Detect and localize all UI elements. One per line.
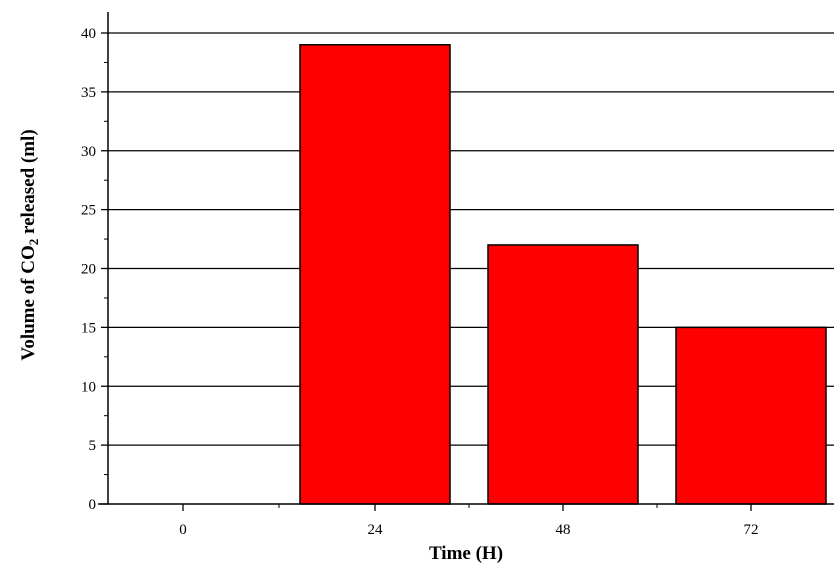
x-tick-label-0: 0 xyxy=(179,522,187,538)
y-tick-label-35: 35 xyxy=(81,85,96,101)
y-ticks: 0 5 10 15 20 25 30 35 40 xyxy=(81,26,108,513)
y-tick-label-20: 20 xyxy=(81,262,96,278)
y-tick-label-40: 40 xyxy=(81,26,96,42)
y-tick-label-0: 0 xyxy=(89,497,97,513)
y-tick-label-15: 15 xyxy=(81,320,96,336)
x-tick-label-72: 72 xyxy=(744,522,759,538)
y-axis-title: Volume of CO2 released (ml) xyxy=(18,129,41,360)
y-tick-label-10: 10 xyxy=(81,379,96,395)
bars xyxy=(299,44,827,505)
x-axis-title: Time (H) xyxy=(429,543,503,564)
bar-24 xyxy=(299,44,451,505)
grid-lines xyxy=(108,32,834,446)
x-tick-label-48: 48 xyxy=(556,522,571,538)
y-axis-title-suffix: released (ml) xyxy=(18,129,39,238)
y-axis-title-prefix: Volume of CO xyxy=(18,245,39,360)
y-axis-title-subscript: 2 xyxy=(26,239,41,246)
y-tick-label-30: 30 xyxy=(81,144,96,160)
bar-48 xyxy=(487,244,639,505)
y-tick-label-5: 5 xyxy=(89,438,97,454)
bar-72 xyxy=(675,326,827,505)
x-tick-label-24: 24 xyxy=(368,522,384,538)
y-tick-label-25: 25 xyxy=(81,203,96,219)
axes xyxy=(98,12,834,505)
x-ticks: 0 24 48 72 xyxy=(179,504,759,538)
